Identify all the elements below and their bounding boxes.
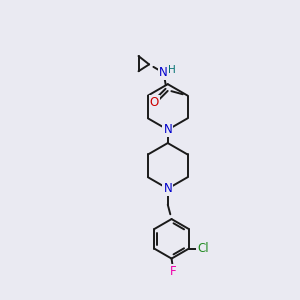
Text: N: N (159, 66, 168, 79)
Text: H: H (168, 65, 176, 75)
Text: Cl: Cl (197, 242, 209, 255)
Text: N: N (164, 123, 172, 136)
Text: F: F (170, 266, 177, 278)
Text: N: N (164, 182, 172, 195)
Text: O: O (150, 95, 159, 109)
